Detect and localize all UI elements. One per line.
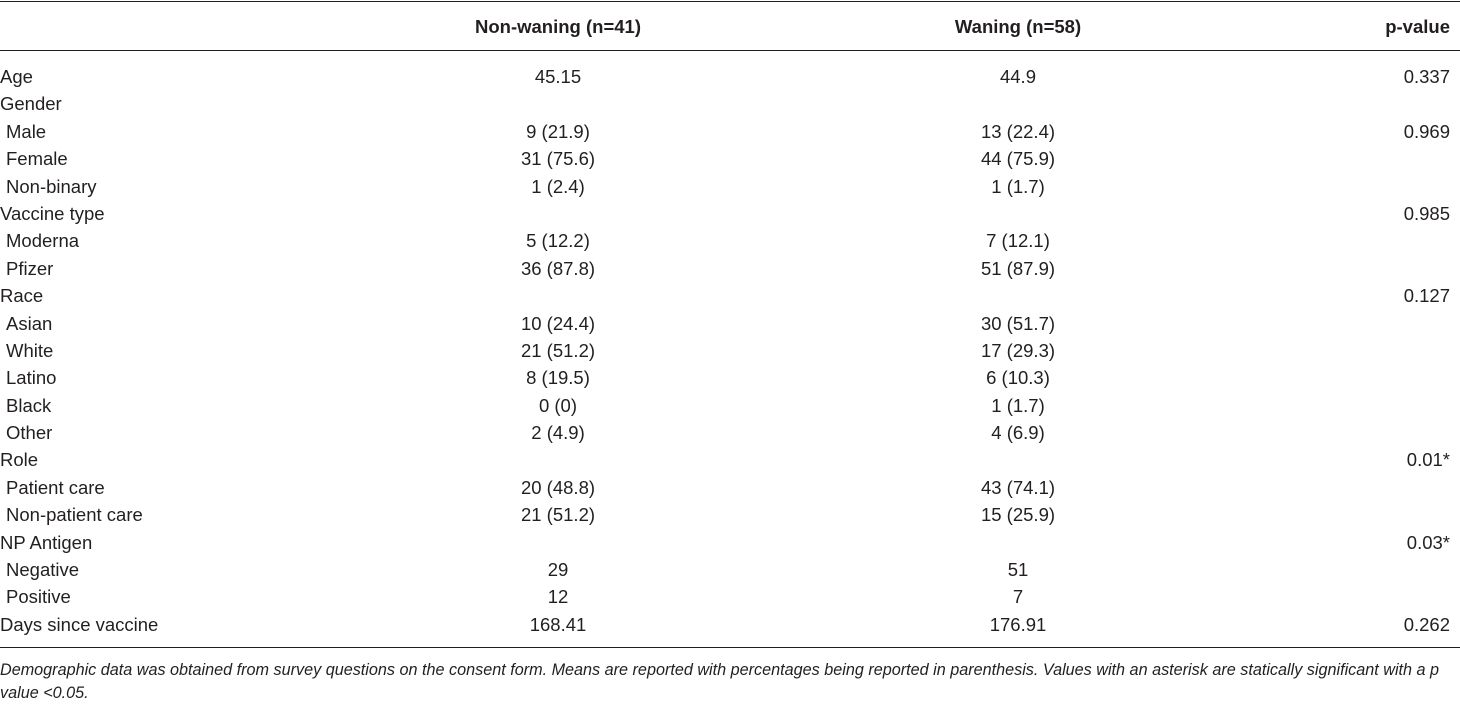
table-row: Non-binary 1 (2.4) 1 (1.7) bbox=[0, 173, 1460, 200]
table-header-rule bbox=[0, 50, 1460, 51]
table-row: Pfizer 36 (87.8) 51 (87.9) bbox=[0, 255, 1460, 282]
header-waning: Waning (n=58) bbox=[954, 16, 1082, 37]
header-non-waning: Non-waning (n=41) bbox=[475, 16, 641, 37]
table-row: White 21 (51.2) 17 (29.3) bbox=[0, 337, 1460, 364]
cell-non-waning: 8 (19.5) bbox=[526, 367, 590, 389]
cell-waning: 6 (10.3) bbox=[986, 367, 1050, 389]
table-row: Days since vaccine 168.41 176.91 0.262 bbox=[0, 611, 1460, 638]
row-label: Other bbox=[6, 422, 53, 444]
cell-non-waning: 10 (24.4) bbox=[520, 312, 596, 334]
cell-waning: 176.91 bbox=[989, 613, 1047, 635]
cell-non-waning: 2 (4.9) bbox=[531, 422, 585, 444]
cell-non-waning: 5 (12.2) bbox=[526, 230, 590, 252]
cell-non-waning: 0 (0) bbox=[538, 394, 578, 416]
row-label: Asian bbox=[6, 312, 53, 334]
cell-non-waning: 12 bbox=[547, 586, 569, 608]
row-label: Positive bbox=[6, 586, 71, 608]
cell-waning: 15 (25.9) bbox=[980, 504, 1056, 526]
cell-p-value: 0.01* bbox=[1406, 449, 1450, 471]
table-row: Patient care 20 (48.8) 43 (74.1) bbox=[0, 474, 1460, 501]
cell-waning: 51 bbox=[1007, 559, 1029, 581]
cell-non-waning: 21 (51.2) bbox=[520, 504, 596, 526]
cell-waning: 7 bbox=[1012, 586, 1024, 608]
row-label: White bbox=[6, 339, 54, 361]
table-row: Moderna 5 (12.2) 7 (12.1) bbox=[0, 227, 1460, 254]
cell-non-waning: 168.41 bbox=[529, 613, 587, 635]
cell-waning: 17 (29.3) bbox=[980, 339, 1056, 361]
table-row: Male 9 (21.9) 13 (22.4) 0.969 bbox=[0, 118, 1460, 145]
cell-p-value: 0.337 bbox=[1403, 66, 1450, 87]
row-label: Non-patient care bbox=[6, 504, 143, 526]
cell-waning: 43 (74.1) bbox=[980, 476, 1056, 498]
table-row: Latino 8 (19.5) 6 (10.3) bbox=[0, 364, 1460, 391]
table-row: Female 31 (75.6) 44 (75.9) bbox=[0, 145, 1460, 172]
row-label: Gender bbox=[0, 93, 62, 115]
table-row: Role 0.01* bbox=[0, 446, 1460, 473]
table-caption: Demographic data was obtained from surve… bbox=[0, 661, 1440, 702]
cell-waning: 7 (12.1) bbox=[986, 230, 1050, 252]
cell-non-waning: 9 (21.9) bbox=[526, 120, 590, 142]
row-label: Race bbox=[0, 285, 44, 307]
cell-non-waning: 21 (51.2) bbox=[520, 339, 596, 361]
row-label: Vaccine type bbox=[0, 202, 105, 224]
table-row: Race 0.127 bbox=[0, 282, 1460, 309]
table-row: Age 45.15 44.9 0.337 bbox=[0, 63, 1460, 90]
table-row: Asian 10 (24.4) 30 (51.7) bbox=[0, 310, 1460, 337]
row-label: Role bbox=[0, 449, 39, 471]
cell-p-value: 0.03* bbox=[1406, 531, 1450, 553]
cell-waning: 44.9 bbox=[999, 66, 1036, 87]
table-header-row: Non-waning (n=41) Waning (n=58) p-value bbox=[0, 16, 1460, 40]
table-body: Age 45.15 44.9 0.337 Gender Male 9 (21.9) 13 (2… bbox=[0, 63, 1460, 638]
row-label: Age bbox=[0, 66, 33, 87]
table-bottom-rule bbox=[0, 647, 1460, 648]
cell-p-value: 0.969 bbox=[1403, 120, 1450, 142]
table-row: Vaccine type 0.985 bbox=[0, 200, 1460, 227]
row-label: Black bbox=[6, 394, 52, 416]
cell-non-waning: 36 (87.8) bbox=[520, 257, 596, 279]
table-row: Other 2 (4.9) 4 (6.9) bbox=[0, 419, 1460, 446]
row-label: Moderna bbox=[6, 230, 80, 252]
row-label: Pfizer bbox=[6, 257, 54, 279]
table-top-rule bbox=[0, 1, 1460, 2]
cell-waning: 51 (87.9) bbox=[980, 257, 1056, 279]
header-p-value: p-value bbox=[1385, 16, 1450, 37]
row-label: Patient care bbox=[6, 476, 105, 498]
cell-p-value: 0.262 bbox=[1403, 613, 1450, 635]
table-row: NP Antigen 0.03* bbox=[0, 529, 1460, 556]
cell-waning: 4 (6.9) bbox=[991, 422, 1045, 444]
row-label: Negative bbox=[6, 559, 80, 581]
cell-waning: 1 (1.7) bbox=[991, 394, 1045, 416]
cell-non-waning: 1 (2.4) bbox=[531, 175, 585, 197]
row-label: Male bbox=[6, 120, 47, 142]
table-row: Positive 12 7 bbox=[0, 583, 1460, 610]
cell-waning: 30 (51.7) bbox=[980, 312, 1056, 334]
table-row: Non-patient care 21 (51.2) 15 (25.9) bbox=[0, 501, 1460, 528]
cell-p-value: 0.127 bbox=[1403, 285, 1450, 307]
table-row: Black 0 (0) 1 (1.7) bbox=[0, 392, 1460, 419]
table-row: Negative 29 51 bbox=[0, 556, 1460, 583]
cell-non-waning: 29 bbox=[547, 559, 569, 581]
row-label: Days since vaccine bbox=[0, 613, 159, 635]
cell-non-waning: 45.15 bbox=[534, 66, 582, 87]
row-label: NP Antigen bbox=[0, 531, 93, 553]
cell-waning: 1 (1.7) bbox=[991, 175, 1045, 197]
row-label: Female bbox=[6, 148, 68, 170]
table-row: Gender bbox=[0, 90, 1460, 117]
cell-waning: 13 (22.4) bbox=[980, 120, 1056, 142]
cell-waning: 44 (75.9) bbox=[980, 148, 1056, 170]
cell-p-value: 0.985 bbox=[1403, 202, 1450, 224]
cell-non-waning: 31 (75.6) bbox=[520, 148, 596, 170]
row-label: Latino bbox=[6, 367, 57, 389]
row-label: Non-binary bbox=[6, 175, 97, 197]
cell-non-waning: 20 (48.8) bbox=[520, 476, 596, 498]
